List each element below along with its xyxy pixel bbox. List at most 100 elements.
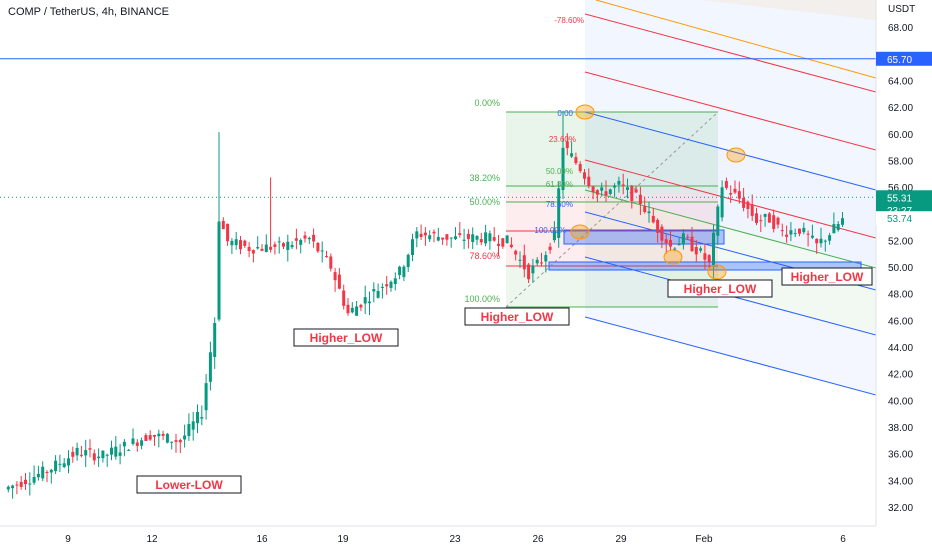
candle — [699, 246, 703, 253]
candle-body — [19, 481, 23, 487]
candle — [484, 224, 488, 247]
candle-body — [531, 265, 535, 274]
candle-body — [458, 233, 462, 235]
candle — [479, 232, 483, 246]
candle — [552, 221, 556, 243]
candle-body — [613, 185, 617, 188]
candle-body — [514, 250, 518, 255]
candle-body — [436, 236, 440, 241]
candle — [767, 211, 771, 223]
candle-body — [699, 248, 703, 251]
candle — [260, 244, 264, 252]
candle-body — [712, 232, 715, 267]
y-tick-label: 52.00 — [888, 236, 913, 247]
candle-body — [325, 256, 328, 258]
candle-body — [793, 233, 797, 235]
candle — [815, 238, 819, 254]
candle — [333, 267, 337, 292]
candle-body — [320, 250, 324, 252]
candle — [75, 442, 79, 461]
candle-body — [651, 215, 655, 223]
candle — [630, 184, 634, 209]
candle-body — [393, 278, 397, 285]
candle-body — [720, 187, 724, 218]
candle — [798, 228, 801, 237]
candle-body — [368, 301, 371, 304]
y-tick-label: 34.00 — [888, 476, 913, 487]
x-tick-label: Feb — [695, 534, 713, 545]
candle-body — [759, 220, 763, 222]
channel-upper-shade — [585, 0, 876, 190]
candle-body — [681, 233, 685, 245]
candle-body — [694, 247, 698, 255]
candle-body — [84, 450, 88, 456]
candle — [122, 439, 126, 457]
candle — [720, 180, 724, 222]
price-label-bg — [876, 190, 932, 205]
candle — [681, 229, 685, 250]
candle — [540, 252, 543, 267]
candle-body — [819, 238, 823, 244]
candle-body — [707, 255, 711, 262]
candle-body — [148, 435, 152, 440]
candle — [316, 241, 320, 254]
candle-body — [127, 449, 131, 451]
candle-body — [419, 233, 423, 237]
fib-label-left-4: 100.00% — [464, 294, 500, 304]
candle-body — [462, 239, 466, 241]
candle-body — [299, 239, 303, 245]
y-tick-label: 50.00 — [888, 263, 913, 274]
candle-body — [316, 243, 320, 252]
candle-body — [638, 194, 642, 205]
candle — [492, 227, 496, 242]
candle — [750, 194, 754, 221]
candle-body — [454, 236, 457, 239]
candle — [290, 241, 294, 250]
candle — [445, 233, 449, 246]
candle — [724, 177, 728, 190]
channel-fill-bottom — [585, 257, 876, 395]
candle-body — [587, 176, 591, 187]
candle — [286, 234, 290, 262]
candle — [436, 227, 440, 242]
y-tick-label: 48.00 — [888, 290, 913, 301]
candle-body — [208, 352, 212, 382]
candle-body — [333, 272, 337, 281]
candle-body — [604, 191, 608, 196]
price-label-text: 53.74 — [887, 214, 912, 225]
candle — [170, 441, 174, 450]
candle-body — [527, 264, 531, 280]
y-tick-label: 56.00 — [888, 183, 913, 194]
candle-body — [673, 248, 677, 250]
candle — [544, 251, 548, 273]
candle-body — [737, 191, 741, 199]
pivot-circle-1 — [726, 147, 746, 163]
annotation-text: Higher_LOW — [684, 282, 757, 296]
channel-line-1 — [584, 71, 876, 151]
candle — [634, 186, 638, 194]
candle — [669, 230, 672, 251]
fib-label-channel-1: 23.60% — [549, 135, 576, 144]
annotation-box — [136, 475, 242, 494]
candle — [273, 241, 277, 255]
candle-body — [264, 244, 268, 252]
candle — [621, 173, 625, 195]
candle — [570, 141, 574, 158]
candle — [251, 249, 255, 263]
candle — [755, 207, 758, 226]
candle — [462, 228, 466, 250]
candle-body — [135, 442, 139, 446]
candle — [441, 237, 445, 245]
candle — [398, 265, 402, 280]
candle — [509, 237, 513, 249]
candle-body — [608, 189, 612, 195]
candle-body — [303, 235, 307, 239]
candle-body — [497, 243, 500, 246]
candle — [759, 214, 763, 233]
candle — [131, 428, 135, 446]
candle-body — [574, 157, 578, 164]
candle — [376, 283, 380, 299]
candle-body — [101, 450, 105, 459]
candle-body — [677, 244, 681, 246]
